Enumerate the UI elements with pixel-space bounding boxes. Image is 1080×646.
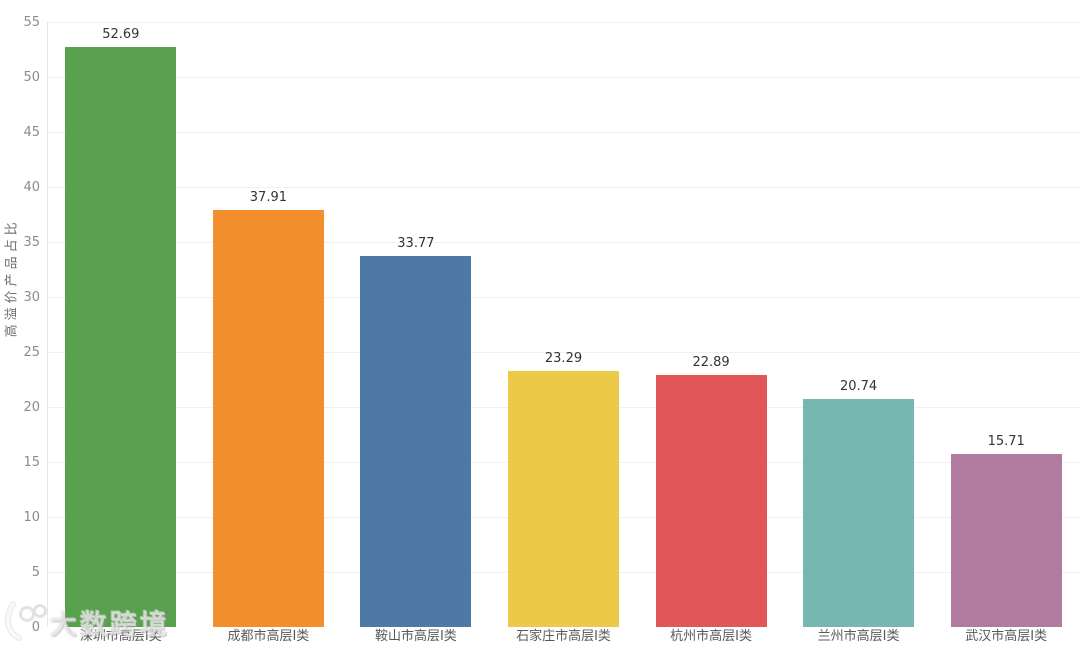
x-tick-label: 武汉市高层Ⅰ类 [965,629,1048,644]
y-tick-label: 35 [23,235,40,250]
bar-value-label: 15.71 [987,434,1025,450]
y-tick-label: 55 [23,15,40,30]
x-tick-label: 石家庄市高层Ⅰ类 [516,629,611,644]
y-axis-title: 高溢价产品占比 [4,218,20,338]
y-tick-label: 20 [23,400,40,415]
gridline [47,187,1080,188]
y-tick-label: 15 [23,455,40,470]
bar-4[interactable] [508,370,619,627]
gridline [47,242,1080,243]
y-tick-label: 10 [23,510,40,525]
bar-value-label: 37.91 [249,190,287,205]
bar-value-label: 22.89 [692,355,730,371]
bar-value-label: 33.77 [397,235,435,251]
y-tick-label: 50 [23,70,40,85]
y-tick-label: 45 [23,125,40,140]
y-tick-label: 5 [31,565,40,580]
y-tick-label: 25 [23,345,40,360]
gridline [47,22,1080,23]
bar-value-label: 23.29 [544,350,583,366]
bar-value-label: 52.69 [102,27,140,43]
bar-6[interactable] [803,398,915,627]
x-tick-label: 深圳市高层Ⅰ类 [79,629,162,644]
bar-2[interactable] [212,210,324,627]
bar-1[interactable] [65,47,177,627]
y-tick-label: 30 [23,290,40,305]
x-tick-label: 杭州市高层Ⅰ类 [670,629,753,644]
x-tick-label: 鞍山市高层Ⅰ类 [374,629,457,644]
bar-5[interactable] [655,375,767,627]
x-tick-label: 兰州市高层Ⅰ类 [817,629,900,644]
bar-value-label: 20.74 [839,378,878,394]
x-tick-label: 成都市高层Ⅰ类 [227,629,310,644]
gridline [47,132,1080,133]
bar-7[interactable] [950,454,1062,627]
gridline [47,297,1080,298]
y-tick-label: 0 [31,620,40,635]
y-axis-line [47,22,48,627]
y-tick-label: 40 [23,180,40,195]
gridline [47,352,1080,353]
bar-3[interactable] [360,255,472,627]
gridline [47,77,1080,78]
